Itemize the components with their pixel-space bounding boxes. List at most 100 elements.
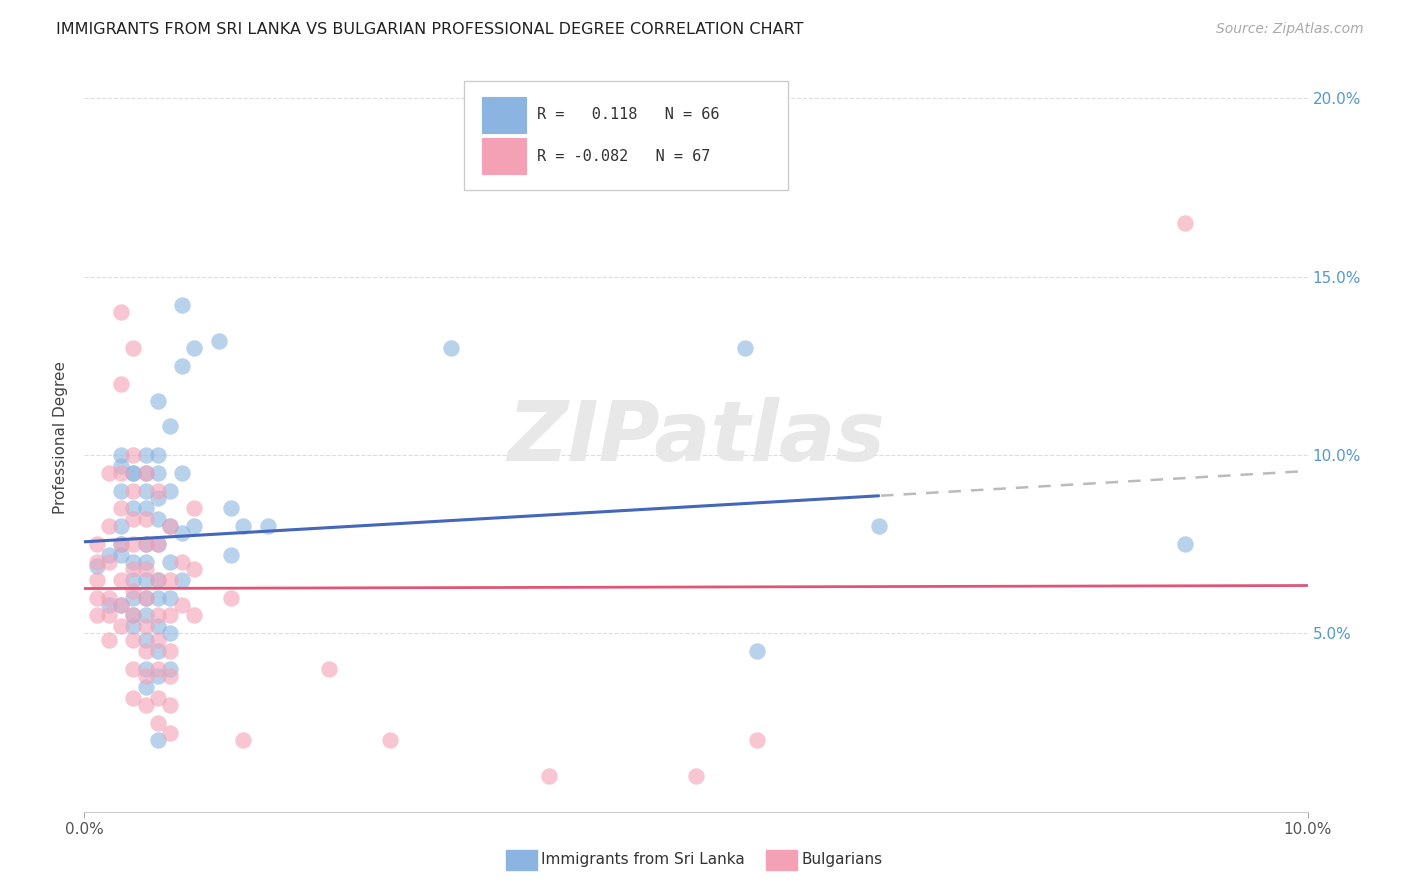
Point <box>110 598 132 612</box>
Point <box>183 562 205 576</box>
Text: Source: ZipAtlas.com: Source: ZipAtlas.com <box>1216 22 1364 37</box>
Text: Immigrants from Sri Lanka: Immigrants from Sri Lanka <box>541 853 745 867</box>
Point <box>159 419 181 434</box>
Point <box>110 537 132 551</box>
Point <box>685 769 707 783</box>
Point <box>146 537 169 551</box>
Point <box>734 341 756 355</box>
Point <box>172 555 194 569</box>
Point <box>159 483 181 498</box>
Point <box>146 690 169 705</box>
Point <box>159 669 181 683</box>
Point <box>122 573 145 587</box>
Point <box>146 512 169 526</box>
Point <box>159 519 181 533</box>
FancyBboxPatch shape <box>482 96 526 133</box>
Text: ZIPatlas: ZIPatlas <box>508 397 884 477</box>
Point <box>146 633 169 648</box>
Point <box>172 466 194 480</box>
Point <box>146 715 169 730</box>
Point <box>219 591 242 605</box>
FancyBboxPatch shape <box>482 137 526 175</box>
Point <box>110 483 132 498</box>
Point <box>183 608 205 623</box>
Point <box>86 591 108 605</box>
Point <box>219 548 242 562</box>
Point <box>97 608 120 623</box>
Point <box>1174 537 1197 551</box>
Point <box>159 573 181 587</box>
Point <box>146 669 169 683</box>
Point <box>172 526 194 541</box>
Point <box>110 598 132 612</box>
Point <box>122 537 145 551</box>
Point <box>747 644 769 658</box>
Point <box>110 501 132 516</box>
Point <box>172 598 194 612</box>
Point <box>97 466 120 480</box>
Point <box>97 548 120 562</box>
Point <box>97 598 120 612</box>
Point <box>135 608 157 623</box>
Point <box>159 519 181 533</box>
Point <box>172 359 194 373</box>
Point <box>146 619 169 633</box>
Point <box>86 573 108 587</box>
Point <box>159 555 181 569</box>
Point <box>122 341 145 355</box>
Point <box>146 448 169 462</box>
Text: Bulgarians: Bulgarians <box>801 853 883 867</box>
Text: R = -0.082   N = 67: R = -0.082 N = 67 <box>537 149 710 163</box>
Point <box>110 448 132 462</box>
Point <box>110 458 132 473</box>
Point <box>135 537 157 551</box>
Point <box>146 662 169 676</box>
Point <box>135 537 157 551</box>
Point <box>122 555 145 569</box>
Point <box>135 619 157 633</box>
Point <box>122 583 145 598</box>
Point <box>183 341 205 355</box>
Point <box>122 466 145 480</box>
Point <box>86 537 108 551</box>
Point <box>135 644 157 658</box>
Point <box>122 690 145 705</box>
Point <box>135 680 157 694</box>
Text: R =   0.118   N = 66: R = 0.118 N = 66 <box>537 107 720 122</box>
Point <box>122 591 145 605</box>
Point <box>122 608 145 623</box>
Point <box>146 483 169 498</box>
Point <box>183 519 205 533</box>
Point <box>135 466 157 480</box>
Point <box>440 341 463 355</box>
Point <box>110 537 132 551</box>
Point <box>159 608 181 623</box>
Point <box>146 608 169 623</box>
Point <box>135 501 157 516</box>
Point <box>146 573 169 587</box>
Point <box>869 519 891 533</box>
Point <box>135 512 157 526</box>
Point <box>86 555 108 569</box>
Point <box>122 501 145 516</box>
Point <box>110 519 132 533</box>
Point <box>219 501 242 516</box>
Point <box>122 619 145 633</box>
Point <box>135 466 157 480</box>
Point <box>86 608 108 623</box>
Point <box>122 448 145 462</box>
Point <box>172 573 194 587</box>
Point <box>110 619 132 633</box>
Point <box>146 644 169 658</box>
Point <box>380 733 402 747</box>
Point <box>97 555 120 569</box>
Point <box>172 298 194 312</box>
Point <box>110 548 132 562</box>
Point <box>135 573 157 587</box>
Point <box>135 698 157 712</box>
Point <box>135 483 157 498</box>
Point <box>146 573 169 587</box>
Point <box>146 491 169 505</box>
Point <box>135 662 157 676</box>
Point <box>1174 216 1197 230</box>
